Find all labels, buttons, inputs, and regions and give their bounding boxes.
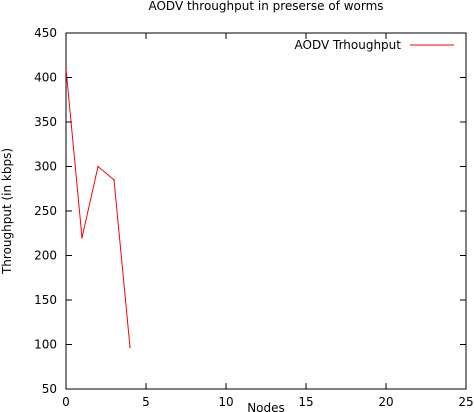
y-axis-label: Throughput (in kbps) (0, 148, 14, 275)
data-point (129, 346, 131, 348)
legend-label: AODV Trhoughput (295, 38, 402, 52)
y-tick-label: 200 (34, 249, 57, 263)
data-point (65, 67, 67, 70)
x-tick-label: 10 (218, 395, 233, 409)
series-line-0 (65, 68, 131, 348)
y-tick-label: 150 (34, 293, 57, 307)
y-tick-label: 400 (34, 71, 57, 85)
x-tick-label: 5 (142, 395, 150, 409)
data-point (97, 165, 99, 168)
x-axis-label: Nodes (247, 401, 285, 412)
y-tick-label: 300 (34, 160, 57, 174)
y-axis-ticks: 50 100 150 200 250 300 350 400 450 (34, 26, 466, 396)
legend: AODV Trhoughput (295, 38, 454, 52)
x-axis-ticks: 0 5 10 15 20 25 (62, 33, 474, 409)
series-layer (65, 67, 131, 348)
x-tick-label: 20 (378, 395, 393, 409)
data-point (81, 236, 83, 239)
y-tick-label: 100 (34, 338, 57, 352)
x-tick-label: 25 (458, 395, 473, 409)
x-tick-label: 0 (62, 395, 70, 409)
y-tick-label: 450 (34, 26, 57, 40)
plot-frame (65, 32, 467, 390)
y-tick-label: 350 (34, 115, 57, 129)
x-tick-label: 15 (298, 395, 313, 409)
y-tick-label: 50 (42, 382, 57, 396)
data-point (113, 179, 115, 181)
chart-title: AODV throughput in preserse of worms (148, 0, 383, 13)
y-tick-label: 250 (34, 204, 57, 218)
